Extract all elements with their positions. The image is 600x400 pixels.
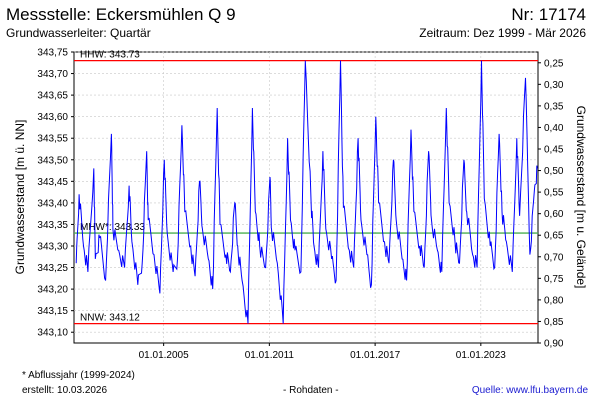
left-tick-label: 343,15 xyxy=(37,306,68,317)
right-tick-label: 0,75 xyxy=(544,274,564,285)
reference-line-label: NNW: 343.12 xyxy=(80,313,140,324)
left-tick-label: 343,75 xyxy=(37,48,68,59)
right-tick-label: 0,45 xyxy=(544,145,564,156)
left-tick-label: 343,30 xyxy=(37,242,68,253)
period-label: Zeitraum: Dez 1999 - Mär 2026 xyxy=(419,26,586,40)
station-number: Nr: 17174 xyxy=(511,5,586,24)
grid xyxy=(74,51,538,343)
x-tick-label: 01.01.2011 xyxy=(245,350,295,361)
left-tick-label: 343,70 xyxy=(37,69,68,80)
created-date: erstellt: 10.03.2026 xyxy=(22,385,108,396)
right-tick-label: 0,90 xyxy=(544,339,564,350)
right-tick-label: 0,70 xyxy=(544,252,564,263)
left-tick-label: 343,10 xyxy=(37,328,68,339)
right-tick-label: 0,85 xyxy=(544,317,564,328)
left-tick-label: 343,40 xyxy=(37,198,68,209)
right-tick-label: 0,50 xyxy=(544,166,564,177)
right-tick-label: 0,55 xyxy=(544,188,564,199)
x-tick-label: 01.01.2005 xyxy=(139,350,189,361)
raw-data-label: - Rohdaten - xyxy=(283,385,339,396)
right-tick-label: 0,60 xyxy=(544,209,564,220)
left-tick-label: 343,65 xyxy=(37,91,68,102)
series-line xyxy=(75,60,538,324)
left-tick-label: 343,45 xyxy=(37,177,68,188)
left-tick-label: 343,50 xyxy=(37,155,68,166)
left-tick-label: 343,25 xyxy=(37,263,68,274)
left-tick-label: 343,35 xyxy=(37,220,68,231)
right-tick-label: 0,25 xyxy=(544,58,564,69)
source-link[interactable]: Quelle: www.lfu.bayern.de xyxy=(471,385,588,396)
right-tick-label: 0,30 xyxy=(544,80,564,91)
right-tick-label: 0,65 xyxy=(544,231,564,242)
aquifer-label: Grundwasserleiter: Quartär xyxy=(6,26,151,40)
footnote: * Abflussjahr (1999-2024) xyxy=(22,370,135,381)
reference-line-label: HHW: 343.73 xyxy=(80,50,140,61)
x-tick-label: 01.01.2017 xyxy=(350,350,400,361)
right-tick-label: 0,40 xyxy=(544,123,564,134)
x-axis-ticks: 01.01.2005 01.01.2011 01.01.2017 01.01.2023 xyxy=(139,343,506,361)
station-title: Messstelle: Eckersmühlen Q 9 xyxy=(6,5,236,24)
right-tick-label: 0,80 xyxy=(544,295,564,306)
y-axis-title-left: Grundwasserstand [m ü. NN] xyxy=(13,120,27,275)
x-tick-label: 01.01.2023 xyxy=(456,350,506,361)
right-axis-ticks: 0,25 0,30 0,35 0,40 0,45 0,50 0,55 0,60 0,65 0,70… xyxy=(538,58,564,350)
left-axis-ticks: 343,75 343,70 343,65 343,60 343,55 343,50 343,… xyxy=(37,48,74,339)
plot-area xyxy=(73,51,539,344)
left-tick-label: 343,55 xyxy=(37,134,68,145)
y-axis-title-right: Grundwasserstand [m u. Gelände] xyxy=(574,106,588,289)
left-tick-label: 343,60 xyxy=(37,112,68,123)
left-tick-label: 343,20 xyxy=(37,285,68,296)
right-tick-label: 0,35 xyxy=(544,101,564,112)
